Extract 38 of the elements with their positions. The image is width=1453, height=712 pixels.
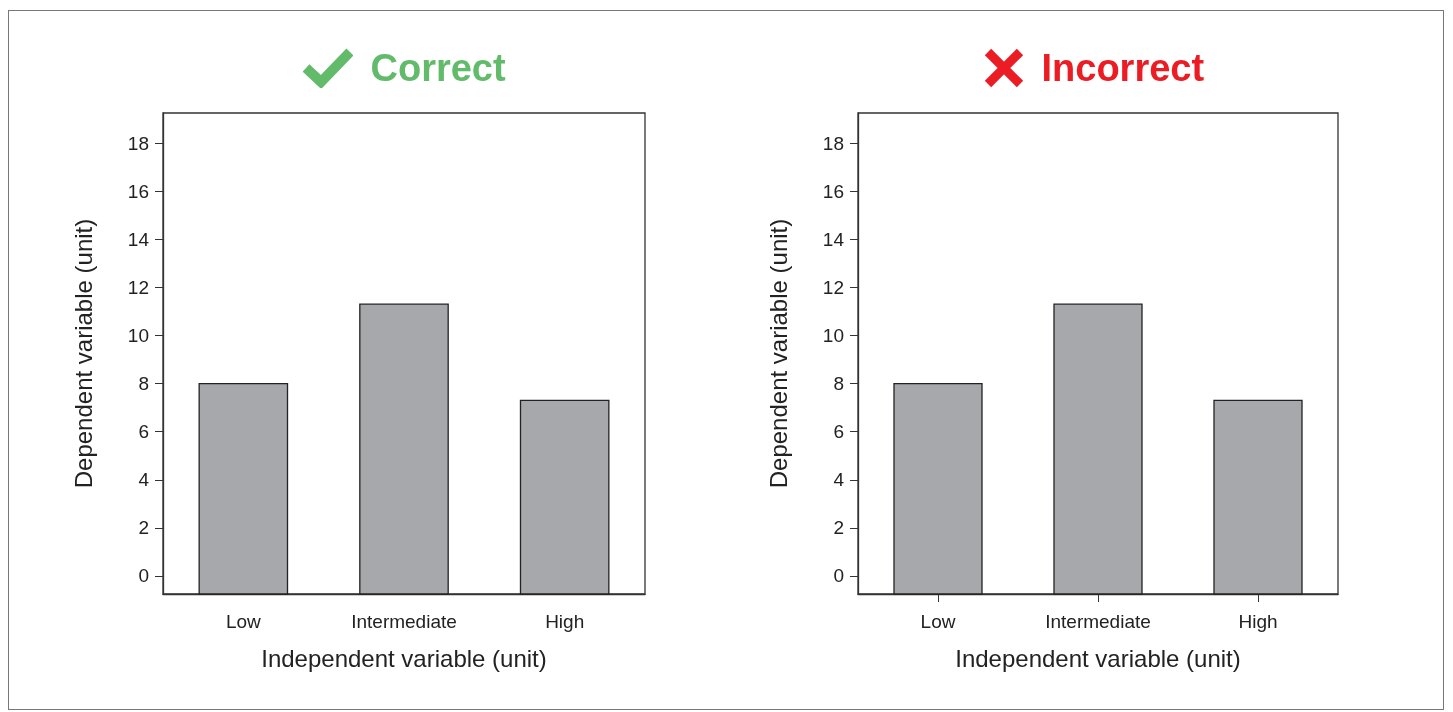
x-tick-label: Low xyxy=(920,611,956,632)
chart-title: Incorrect xyxy=(1041,46,1205,90)
y-tick-label: 12 xyxy=(822,276,844,298)
y-axis-title: Dependent variable (unit) xyxy=(69,218,97,489)
bar xyxy=(1053,303,1143,595)
y-tick-label: 6 xyxy=(833,421,844,443)
y-tick-label: 6 xyxy=(138,421,149,443)
y-tick-label: 12 xyxy=(127,276,149,298)
y-tick-label: 8 xyxy=(833,373,844,395)
y-tick-label: 18 xyxy=(822,132,844,154)
bar xyxy=(198,382,289,595)
x-tick-label: High xyxy=(545,611,585,632)
y-tick-label: 10 xyxy=(822,324,844,346)
bar xyxy=(519,399,610,595)
x-tick-label: Intermediate xyxy=(351,611,457,632)
y-tick-label: 16 xyxy=(127,180,149,202)
y-tick-label: 2 xyxy=(833,517,844,539)
y-tick-label: 0 xyxy=(833,565,844,587)
y-tick-label: 4 xyxy=(833,469,845,491)
y-tick-label: 18 xyxy=(127,132,149,154)
y-tick-label: 16 xyxy=(822,180,844,202)
chart-title: Correct xyxy=(370,46,506,90)
y-tick-label: 14 xyxy=(127,228,150,250)
y-tick-label: 14 xyxy=(822,228,845,250)
y-tick-label: 0 xyxy=(138,565,149,587)
x-tick-label: High xyxy=(1238,611,1278,632)
y-tick-label: 10 xyxy=(127,324,149,346)
y-tick-label: 8 xyxy=(138,373,149,395)
bar xyxy=(893,382,983,595)
y-tick-label: 2 xyxy=(138,517,149,539)
x-tick-label: Low xyxy=(225,611,262,632)
x-axis-title: Independent variable (unit) xyxy=(955,644,1241,672)
bar xyxy=(1213,399,1303,595)
x-axis-title: Independent variable (unit) xyxy=(261,644,547,672)
bar xyxy=(359,303,449,595)
x-tick-label: Intermediate xyxy=(1045,611,1151,632)
y-tick-label: 4 xyxy=(138,469,150,491)
y-axis-title: Dependent variable (unit) xyxy=(764,218,792,489)
